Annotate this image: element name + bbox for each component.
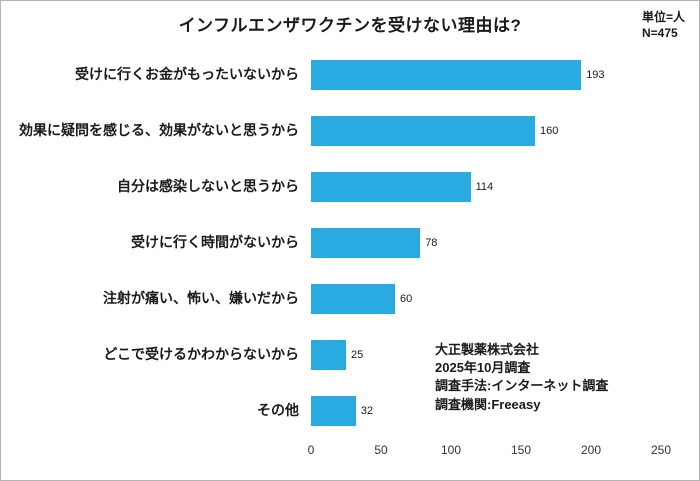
bar bbox=[311, 60, 582, 90]
bar-rows: 受けに行くお金がもったいないから 193 効果に疑問を感じる、効果がないと思うから 1… bbox=[11, 47, 699, 439]
bar-track: 32 bbox=[311, 396, 661, 426]
x-tick-label: 0 bbox=[307, 443, 315, 457]
bar bbox=[311, 116, 535, 146]
x-tick-label: 150 bbox=[510, 443, 532, 457]
bar-track: 78 bbox=[311, 228, 661, 258]
value-label: 114 bbox=[475, 181, 494, 193]
bar-track: 160 bbox=[311, 116, 661, 146]
x-tick-label: 250 bbox=[650, 443, 672, 457]
bar-track: 114 bbox=[311, 172, 661, 202]
bar-row: 自分は感染しないと思うから 114 bbox=[11, 159, 699, 215]
unit-label: 単位=人 bbox=[641, 10, 685, 24]
bar bbox=[311, 284, 395, 314]
source-date: 2025年10月調査 bbox=[435, 360, 531, 376]
bar-row: 受けに行くお金がもったいないから 193 bbox=[11, 47, 699, 103]
value-label: 193 bbox=[586, 69, 605, 81]
chart-header: インフルエンザワクチンを受けない理由は? 単位=人 N=475 bbox=[1, 1, 699, 47]
category-label: その他 bbox=[257, 402, 299, 419]
value-label: 32 bbox=[360, 405, 374, 417]
source-company: 大正製薬株式会社 bbox=[435, 342, 540, 357]
bar bbox=[311, 340, 346, 370]
bar bbox=[311, 228, 421, 258]
bar bbox=[311, 172, 471, 202]
unit-annotation: 単位=人 N=475 bbox=[642, 9, 685, 41]
source-agency: 調査機関:Freeasy bbox=[435, 396, 541, 412]
category-label: 効果に疑問を感じる、効果がないと思うから bbox=[19, 122, 299, 139]
bar-row: 受けに行く時間がないから 78 bbox=[11, 215, 699, 271]
plot-area: 受けに行くお金がもったいないから 193 効果に疑問を感じる、効果がないと思うから 1… bbox=[1, 47, 699, 463]
category-label: 注射が痛い、怖い、嫌いだから bbox=[103, 290, 299, 307]
category-label: どこで受けるかわからないから bbox=[103, 346, 299, 363]
chart-title: インフルエンザワクチンを受けない理由は? bbox=[178, 16, 522, 35]
source-method: 調査手法:インターネット調査 bbox=[435, 378, 609, 394]
bar-row: 注射が痛い、怖い、嫌いだから 60 bbox=[11, 271, 699, 327]
bar-track: 60 bbox=[311, 284, 661, 314]
value-label: 160 bbox=[540, 125, 559, 137]
value-label: 78 bbox=[425, 237, 438, 249]
sample-size-label: N=475 bbox=[641, 26, 678, 41]
value-label: 60 bbox=[400, 293, 413, 305]
x-axis: 0 50 100 150 200 250 bbox=[307, 441, 671, 463]
bar-row: その他 32 bbox=[11, 383, 699, 439]
bar-row: 効果に疑問を感じる、効果がないと思うから 160 bbox=[11, 103, 699, 159]
bar-row: どこで受けるかわからないから 25 bbox=[11, 327, 699, 383]
bar-track: 193 bbox=[311, 60, 661, 90]
category-label: 自分は感染しないと思うから bbox=[117, 178, 299, 195]
category-label: 受けに行くお金がもったいないから bbox=[75, 66, 299, 83]
x-tick-label: 200 bbox=[580, 443, 602, 457]
x-tick-label: 100 bbox=[440, 443, 462, 457]
x-tick-label: 50 bbox=[374, 443, 388, 457]
bar bbox=[311, 396, 356, 426]
category-label: 受けに行く時間がないから bbox=[131, 234, 299, 251]
source-annotation: 大正製薬株式会社 2025年10月調査 調査手法:インターネット調査 調査機関:… bbox=[435, 341, 608, 414]
bar-track: 25 bbox=[311, 340, 661, 370]
value-label: 25 bbox=[351, 349, 364, 361]
